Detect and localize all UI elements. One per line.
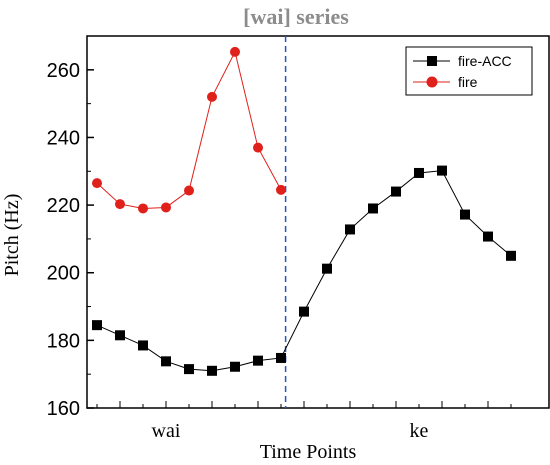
y-tick-label: 220	[47, 195, 80, 217]
y-tick-label: 260	[47, 60, 80, 82]
x-category-label: wai	[152, 420, 181, 442]
series-layer	[92, 46, 516, 376]
y-tick-label: 200	[47, 263, 80, 285]
data-point-fire	[184, 185, 194, 196]
data-point-fire	[161, 202, 171, 213]
x-axis-label: Time Points	[260, 441, 357, 463]
data-point-fire	[276, 184, 286, 195]
data-point-fire	[115, 199, 125, 210]
data-point-fire-acc	[161, 356, 171, 367]
chart-title: [wai] series	[243, 4, 349, 29]
data-point-fire-acc	[345, 224, 355, 235]
legend-marker-fire	[426, 76, 438, 88]
y-axis-label: Pitch (Hz)	[1, 194, 23, 277]
y-tick-label: 180	[47, 330, 80, 352]
data-point-fire-acc	[299, 306, 309, 317]
legend: fire-ACC fire	[405, 46, 533, 96]
data-point-fire	[207, 91, 217, 102]
data-point-fire-acc	[322, 263, 332, 274]
data-point-fire	[230, 46, 240, 57]
y-axis-ticks: 160 180 200 220 240 260	[47, 60, 94, 420]
data-point-fire-acc	[253, 355, 263, 366]
data-point-fire	[253, 142, 263, 153]
series-line-fire-acc	[96, 170, 512, 372]
data-point-fire	[92, 178, 102, 189]
data-point-fire-acc	[92, 320, 102, 331]
data-point-fire-acc	[115, 330, 125, 341]
data-point-fire-acc	[483, 231, 493, 242]
y-tick-label: 160	[47, 398, 80, 420]
data-point-fire-acc	[138, 340, 148, 351]
data-point-fire-acc	[414, 167, 424, 178]
data-point-fire-acc	[506, 250, 516, 261]
data-point-fire	[138, 203, 148, 214]
plot-frame	[86, 35, 550, 409]
data-point-fire-acc	[230, 361, 240, 372]
data-point-fire-acc	[460, 209, 470, 220]
legend-label-fire-acc: fire-ACC	[458, 53, 512, 69]
series-fire	[92, 46, 286, 214]
data-point-fire-acc	[391, 186, 401, 197]
data-point-fire-acc	[207, 365, 217, 376]
legend-label-fire: fire	[458, 74, 478, 90]
x-category-label: ke	[410, 420, 429, 442]
legend-box	[405, 46, 533, 96]
legend-marker-fire-acc	[427, 56, 437, 66]
x-axis-ticks	[96, 401, 512, 408]
data-point-fire-acc	[184, 364, 194, 375]
x-category-labels: wai ke	[152, 420, 429, 442]
series-fire-acc	[92, 165, 516, 376]
data-point-fire-acc	[437, 165, 447, 176]
data-point-fire-acc	[276, 352, 286, 363]
data-point-fire-acc	[368, 203, 378, 214]
y-tick-label: 240	[47, 127, 80, 149]
series-line-fire	[96, 50, 282, 209]
